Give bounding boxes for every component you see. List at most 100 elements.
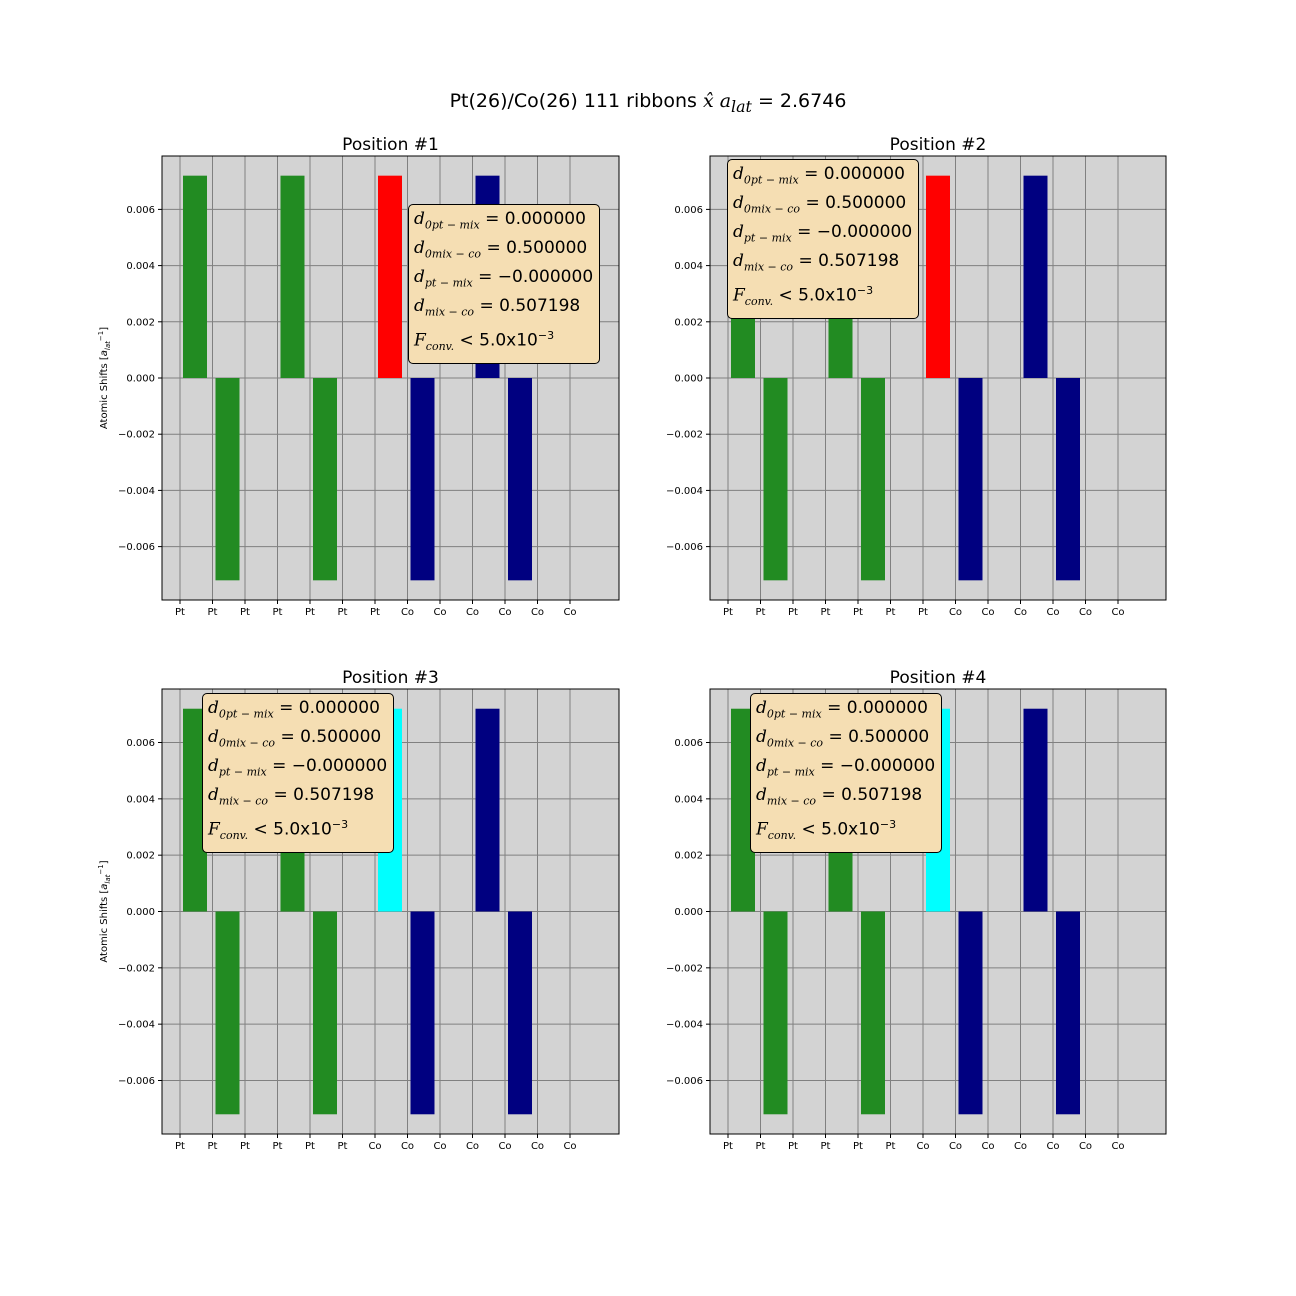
info-line-d0pt-mix: d0pt − mix = 0.000000 [756,698,928,721]
y-tick-label: 0.004 [126,794,155,805]
bar-pt [280,175,305,378]
subplot-title: Position #4 [890,668,987,688]
bar-pt [313,911,337,1115]
x-tick-label: Pt [788,1141,798,1152]
x-tick-label: Pt [918,607,928,618]
x-tick-label: Pt [240,607,250,618]
y-tick-label: 0.000 [126,374,155,385]
x-tick-label: Co [1111,607,1124,618]
y-tick-label: −0.006 [118,1076,155,1087]
bar-pt [926,175,950,378]
subplot-2: 0.006 0.004 0.002 0.000 −0.002 −0.004 −0.006 Pt… [666,135,1167,618]
info-line-fconv: Fconv. < 5.0x10−3 [733,283,874,308]
y-tick-label: 0.002 [126,317,155,328]
info-line-dmix-co: dmix − co = 0.507198 [733,250,900,274]
x-tick-label: Pt [208,607,218,618]
y-tick-label: 0.002 [674,851,703,862]
x-tick-label: Pt [273,1141,283,1152]
x-tick-label: Co [563,607,576,618]
y-tick-label: 0.000 [674,907,703,918]
y-tick-label: −0.002 [666,430,703,441]
x-tick-label: Co [401,1141,414,1152]
x-tick-label: Co [1111,1141,1124,1152]
bar-pt [861,911,885,1115]
bar-pt [183,175,207,378]
bar-co [508,911,532,1115]
bar-co [1023,175,1048,378]
x-tick-label: Pt [338,1141,348,1152]
y-tick-label: −0.004 [666,1020,703,1031]
y-tick-label: −0.002 [666,963,703,974]
x-tick-label: Pt [175,607,185,618]
y-axis-label: Atomic Shifts [alat−1] [97,860,112,962]
bar-co [958,378,983,581]
x-tick-label: Co [531,607,544,618]
x-tick-label: Pt [370,607,380,618]
bar-co [475,708,500,912]
bar-co [508,378,532,581]
x-tick-label: Co [466,1141,479,1152]
subplot-title: Position #3 [342,668,439,688]
info-line-d0pt-mix: d0pt − mix = 0.000000 [414,209,586,232]
x-tick-label: Co [466,607,479,618]
x-tick-label: Pt [853,1141,863,1152]
info-line-d0mix-co: d0mix − co = 0.500000 [733,192,907,216]
info-line-dpt-mix: dpt − mix = −0.000000 [756,755,936,779]
x-tick-label: Co [949,607,962,618]
info-line-dmix-co: dmix − co = 0.507198 [756,784,923,808]
x-tick-label: Co [981,1141,994,1152]
bar-co [1056,378,1080,581]
subplot-title: Position #1 [342,135,439,155]
bar-pt [215,378,240,581]
bar-pt [215,911,240,1115]
info-line-fconv: Fconv. < 5.0x10−3 [414,328,555,353]
subplot-title: Position #2 [890,135,987,155]
y-tick-label: 0.002 [674,317,703,328]
info-line-d0pt-mix: d0pt − mix = 0.000000 [733,164,905,187]
info-line-fconv: Fconv. < 5.0x10−3 [756,817,897,842]
info-line-fconv: Fconv. < 5.0x10−3 [208,817,349,842]
info-line-dpt-mix: dpt − mix = −0.000000 [414,266,594,290]
x-tick-label: Co [498,1141,511,1152]
x-tick-label: Pt [886,607,896,618]
bar-pt [763,911,788,1115]
x-tick-label: Pt [821,607,831,618]
x-tick-label: Pt [240,1141,250,1152]
bar-pt [378,175,402,378]
y-tick-label: −0.006 [666,542,703,553]
x-tick-label: Co [1079,1141,1092,1152]
x-tick-label: Pt [756,1141,766,1152]
x-tick-label: Pt [788,607,798,618]
y-axis-label: Atomic Shifts [alat−1] [97,327,112,429]
y-tick-label: 0.004 [674,261,703,272]
x-tick-label: Pt [723,607,733,618]
x-tick-label: Co [1014,607,1027,618]
y-tick-label: 0.004 [674,794,703,805]
y-tick-label: 0.000 [674,374,703,385]
x-tick-label: Co [981,607,994,618]
x-tick-label: Co [531,1141,544,1152]
x-tick-label: Co [1046,1141,1059,1152]
x-tick-label: Co [1014,1141,1027,1152]
bar-co [1023,708,1048,912]
bar-pt [861,378,885,581]
info-box-position-3: d0pt − mix = 0.000000 d0mix − co = 0.500… [202,693,395,853]
x-tick-label: Co [368,1141,381,1152]
x-tick-label: Pt [723,1141,733,1152]
x-tick-label: Pt [273,607,283,618]
y-tick-label: −0.004 [118,486,155,497]
info-line-d0pt-mix: d0pt − mix = 0.000000 [208,698,380,721]
y-tick-label: −0.004 [118,1020,155,1031]
x-tick-label: Pt [175,1141,185,1152]
info-line-d0mix-co: d0mix − co = 0.500000 [414,237,588,261]
info-line-dpt-mix: dpt − mix = −0.000000 [733,221,913,245]
x-tick-label: Co [563,1141,576,1152]
bar-pt [313,378,337,581]
y-tick-label: 0.006 [674,738,703,749]
bar-co [410,378,435,581]
info-box-position-1: d0pt − mix = 0.000000 d0mix − co = 0.500… [408,204,601,364]
y-tick-label: 0.002 [126,851,155,862]
figure-title: Pt(26)/Co(26) 111 ribbons x̂ alat = 2.67… [449,90,847,116]
info-box-position-4: d0pt − mix = 0.000000 d0mix − co = 0.500… [750,693,943,853]
